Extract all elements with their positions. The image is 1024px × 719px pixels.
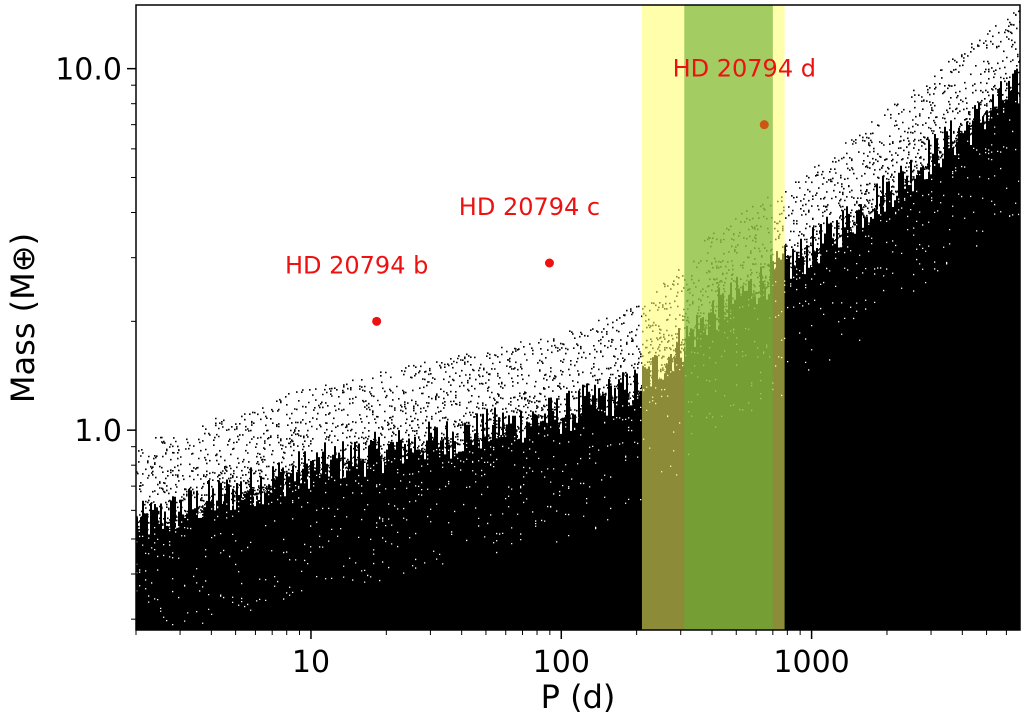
planet-marker-2 bbox=[544, 258, 554, 268]
x-tick-label: 1000 bbox=[773, 645, 849, 680]
planet-marker-1 bbox=[372, 316, 382, 326]
detection-limit-region bbox=[136, 10, 1020, 630]
axes: 10 100 1000 1.0 10.0 bbox=[55, 53, 1007, 680]
plot-frame bbox=[135, 4, 1021, 631]
planet-marker-3 bbox=[759, 120, 769, 130]
x-axis-label: P (d) bbox=[541, 678, 616, 716]
y-axis-label: Mass (M⊕) bbox=[4, 233, 42, 403]
planet-label-1: HD 20794 b bbox=[285, 251, 428, 279]
detection-limit-fill bbox=[136, 68, 1020, 630]
planet-label-2: HD 20794 c bbox=[459, 193, 600, 221]
planet-markers: HD 20794 b HD 20794 c HD 20794 d bbox=[285, 55, 816, 326]
habitable-zone-bands bbox=[641, 5, 785, 630]
y-tick-label: 10.0 bbox=[55, 53, 122, 88]
x-tick-label: 100 bbox=[533, 645, 590, 680]
shaded-region-2 bbox=[684, 5, 773, 630]
x-tick-label: 10 bbox=[292, 645, 330, 680]
y-tick-label: 1.0 bbox=[74, 414, 122, 449]
planet-label-3: HD 20794 d bbox=[673, 55, 816, 83]
